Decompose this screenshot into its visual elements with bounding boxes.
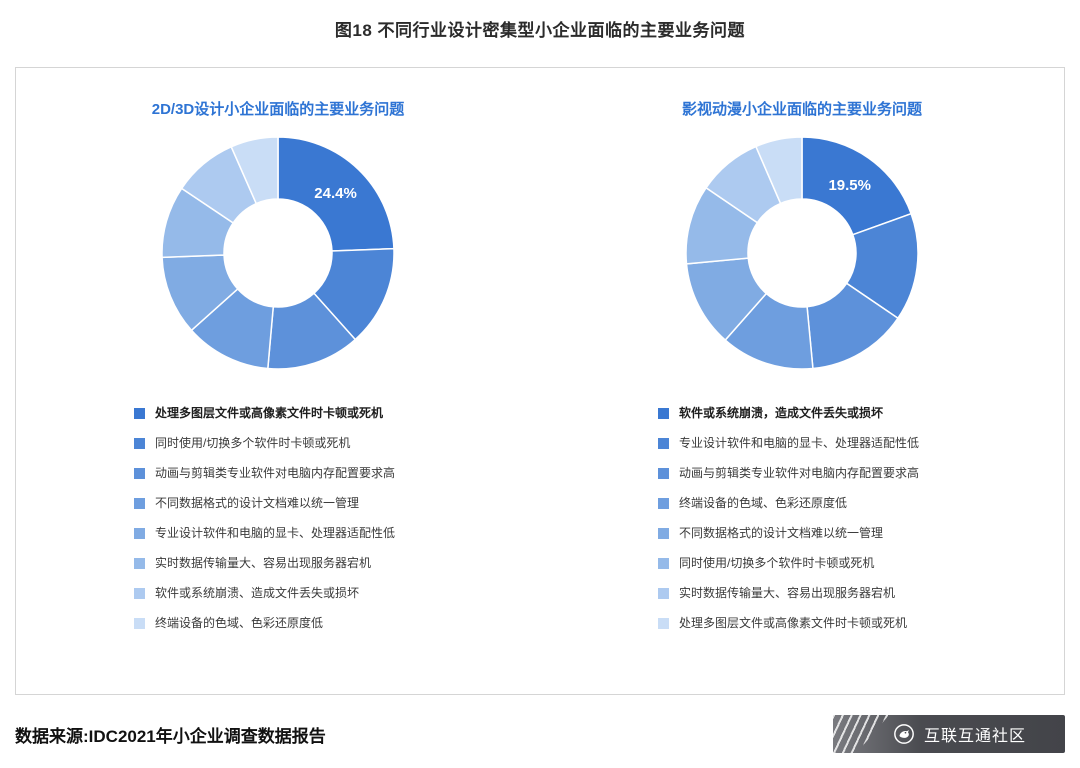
- legend-item: 不同数据格式的设计文档难以统一管理: [134, 497, 540, 510]
- footer: 数据来源:IDC2021年小企业调查数据报告 互联互通社区: [15, 715, 1065, 753]
- chart-section-2d3d: 2D/3D设计小企业面临的主要业务问题 24.4% 处理多图层文件或高像素文件时…: [16, 68, 540, 694]
- legend-swatch: [134, 438, 145, 449]
- legend-swatch: [658, 408, 669, 419]
- legend-label: 处理多图层文件或高像素文件时卡顿或死机: [679, 616, 908, 630]
- legend-item: 同时使用/切换多个软件时卡顿或死机: [134, 437, 540, 450]
- legend-item: 实时数据传输量大、容易出现服务器宕机: [658, 587, 1064, 600]
- legend-swatch: [134, 588, 145, 599]
- donut-chart-right: 19.5%: [685, 136, 919, 370]
- legend-item: 处理多图层文件或高像素文件时卡顿或死机: [134, 407, 540, 420]
- donut-segment: [801, 136, 913, 236]
- donut-segment: [277, 136, 395, 252]
- legend-item: 动画与剪辑类专业软件对电脑内存配置要求高: [658, 467, 1064, 480]
- legend-swatch: [658, 618, 669, 629]
- legend-label: 软件或系统崩溃、造成文件丢失或损坏: [155, 586, 360, 600]
- legend-label: 处理多图层文件或高像素文件时卡顿或死机: [155, 406, 384, 420]
- legend-swatch: [134, 408, 145, 419]
- legend-label: 专业设计软件和电脑的显卡、处理器适配性低: [679, 436, 920, 450]
- legend-swatch: [658, 528, 669, 539]
- slice-percent-label: 19.5%: [828, 177, 871, 194]
- page-title: 图18 不同行业设计密集型小企业面临的主要业务问题: [334, 21, 746, 40]
- legend-swatch: [134, 468, 145, 479]
- legend-swatch: [134, 528, 145, 539]
- legend-item: 同时使用/切换多个软件时卡顿或死机: [658, 557, 1064, 570]
- legend-label: 不同数据格式的设计文档难以统一管理: [155, 496, 360, 510]
- legend-item: 处理多图层文件或高像素文件时卡顿或死机: [658, 617, 1064, 630]
- legend-label: 终端设备的色域、色彩还原度低: [155, 616, 324, 630]
- legend-label: 同时使用/切换多个软件时卡顿或死机: [155, 436, 351, 450]
- logo-stripes-decoration: [833, 715, 889, 753]
- brand-name: 互联互通社区: [924, 728, 1027, 745]
- legend-item: 不同数据格式的设计文档难以统一管理: [658, 527, 1064, 540]
- legend-item: 专业设计软件和电脑的显卡、处理器适配性低: [658, 437, 1064, 450]
- legend-label: 动画与剪辑类专业软件对电脑内存配置要求高: [155, 466, 396, 480]
- legend-item: 软件或系统崩溃，造成文件丢失或损坏: [658, 407, 1064, 420]
- legend-swatch: [658, 438, 669, 449]
- legend-left: 处理多图层文件或高像素文件时卡顿或死机 同时使用/切换多个软件时卡顿或死机动画与剪…: [134, 407, 540, 630]
- donut-segment: [754, 136, 803, 205]
- legend-swatch: [658, 588, 669, 599]
- brand-logo: 互联互通社区: [833, 715, 1065, 753]
- legend-item: 实时数据传输量大、容易出现服务器宕机: [134, 557, 540, 570]
- legend-item: 软件或系统崩溃、造成文件丢失或损坏: [134, 587, 540, 600]
- chart-section-animation: 影视动漫小企业面临的主要业务问题 19.5% 软件或系统崩溃，造成文件丢失或损坏…: [540, 68, 1064, 694]
- chart-title-right: 影视动漫小企业面临的主要业务问题: [681, 101, 922, 118]
- legend-label: 实时数据传输量大、容易出现服务器宕机: [679, 586, 896, 600]
- legend-swatch: [658, 498, 669, 509]
- legend-label: 不同数据格式的设计文档难以统一管理: [679, 526, 884, 540]
- legend-swatch: [134, 558, 145, 569]
- legend-label: 实时数据传输量大、容易出现服务器宕机: [155, 556, 372, 570]
- legend-label: 专业设计软件和电脑的显卡、处理器适配性低: [155, 526, 396, 540]
- legend-item: 终端设备的色域、色彩还原度低: [658, 497, 1064, 510]
- legend-swatch: [658, 468, 669, 479]
- donut-chart-left: 24.4%: [161, 136, 395, 370]
- legend-right: 软件或系统崩溃，造成文件丢失或损坏专业设计软件和电脑的显卡、处理器适配性低 动画与…: [658, 407, 1064, 630]
- legend-label: 动画与剪辑类专业软件对电脑内存配置要求高: [679, 466, 920, 480]
- chat-bird-icon: [893, 723, 915, 745]
- chart-title-left: 2D/3D设计小企业面临的主要业务问题: [151, 101, 405, 118]
- legend-item: 动画与剪辑类专业软件对电脑内存配置要求高: [134, 467, 540, 480]
- donut-wrap-left: 24.4%: [16, 133, 540, 373]
- legend-label: 同时使用/切换多个软件时卡顿或死机: [679, 556, 875, 570]
- donut-segment: [230, 136, 279, 205]
- legend-label: 软件或系统崩溃，造成文件丢失或损坏: [679, 406, 884, 420]
- legend-swatch: [134, 618, 145, 629]
- chart-panel: 2D/3D设计小企业面临的主要业务问题 24.4% 处理多图层文件或高像素文件时…: [15, 67, 1065, 695]
- slice-percent-label: 24.4%: [314, 185, 357, 202]
- legend-item: 终端设备的色域、色彩还原度低: [134, 617, 540, 630]
- charts-row: 2D/3D设计小企业面临的主要业务问题 24.4% 处理多图层文件或高像素文件时…: [16, 68, 1064, 694]
- data-source-note: 数据来源:IDC2021年小企业调查数据报告: [15, 726, 326, 746]
- legend-label: 终端设备的色域、色彩还原度低: [679, 496, 848, 510]
- legend-item: 专业设计软件和电脑的显卡、处理器适配性低: [134, 527, 540, 540]
- donut-wrap-right: 19.5%: [540, 133, 1064, 373]
- legend-swatch: [658, 558, 669, 569]
- legend-swatch: [134, 498, 145, 509]
